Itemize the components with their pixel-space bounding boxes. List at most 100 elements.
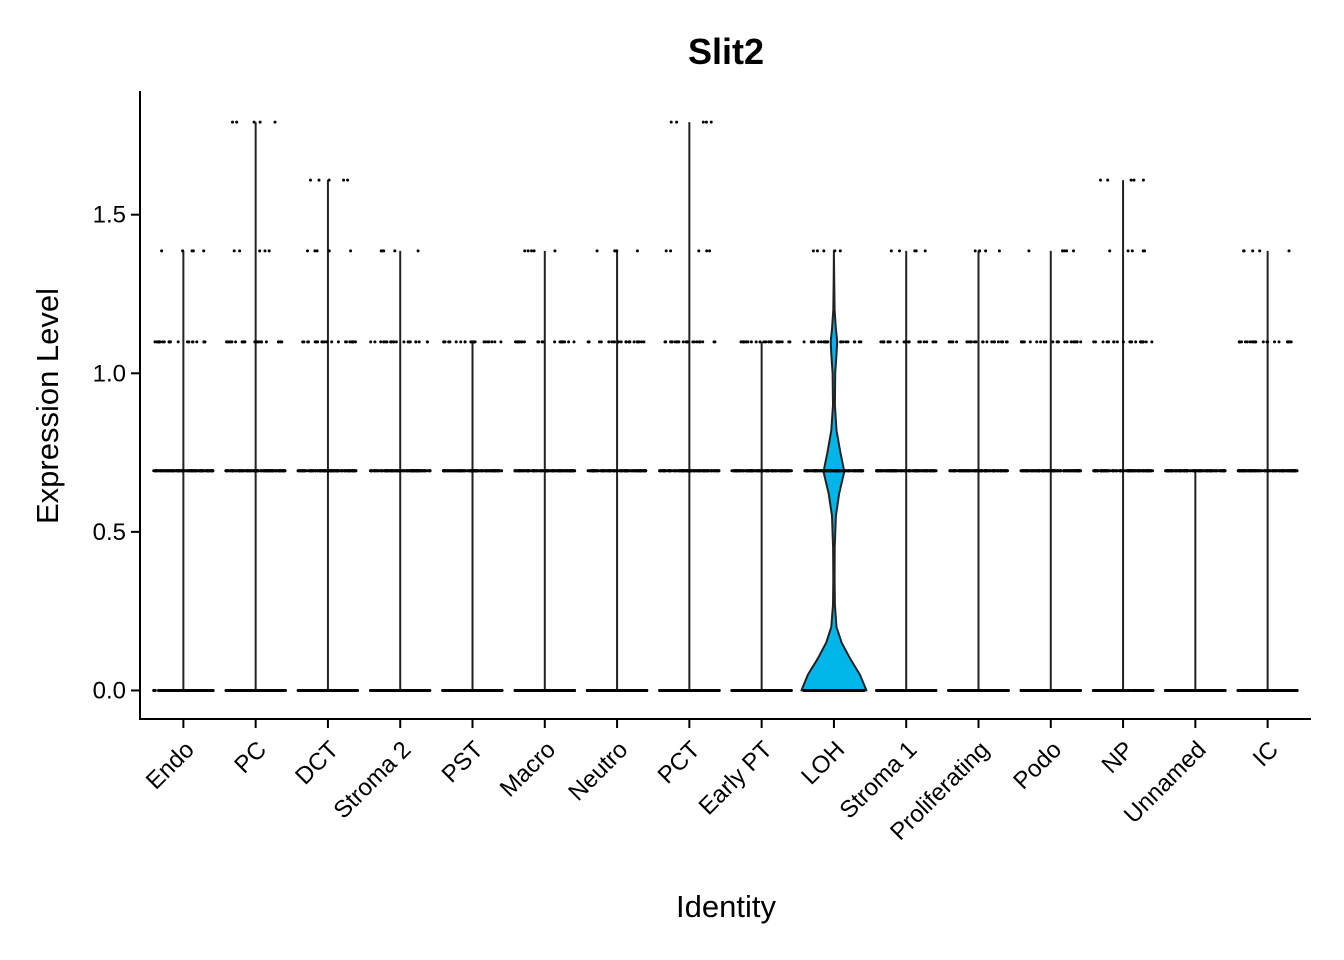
point: [375, 689, 379, 692]
point: [425, 340, 429, 344]
point: [255, 340, 259, 344]
point: [1020, 689, 1024, 692]
violin-endo: [152, 249, 215, 692]
point: [254, 469, 258, 473]
point: [232, 249, 236, 253]
point: [624, 340, 628, 344]
point: [160, 249, 164, 253]
point: [1063, 689, 1067, 692]
point: [258, 340, 261, 344]
point: [198, 469, 202, 473]
point: [959, 689, 963, 692]
point: [669, 249, 673, 253]
point: [243, 689, 247, 692]
point: [683, 689, 686, 692]
point: [642, 469, 646, 473]
point: [264, 340, 268, 344]
point: [1000, 340, 1003, 344]
point: [780, 340, 784, 344]
point: [573, 469, 577, 473]
point: [308, 469, 312, 473]
point: [669, 469, 672, 473]
point: [838, 249, 842, 253]
point: [253, 340, 257, 344]
point: [964, 469, 968, 473]
points-stroma-2: [368, 249, 432, 692]
point: [833, 689, 837, 692]
point: [907, 340, 911, 344]
point: [155, 469, 159, 473]
point: [347, 689, 351, 692]
point: [303, 469, 307, 473]
point: [1041, 689, 1045, 692]
point: [623, 469, 627, 473]
point: [449, 469, 453, 473]
point: [545, 689, 549, 692]
point: [598, 689, 602, 692]
point: [318, 689, 322, 692]
point: [497, 689, 501, 692]
point: [553, 249, 557, 253]
point: [385, 340, 389, 344]
point: [323, 469, 327, 473]
point: [769, 340, 773, 344]
point: [258, 249, 262, 253]
point: [279, 340, 283, 344]
point: [697, 249, 701, 253]
point: [471, 469, 475, 473]
point: [205, 689, 208, 692]
point: [859, 340, 863, 344]
point: [327, 249, 331, 253]
point: [586, 340, 590, 344]
point: [1004, 469, 1007, 473]
point: [613, 689, 617, 692]
point: [612, 340, 616, 344]
point: [741, 689, 745, 692]
point: [931, 689, 935, 692]
point: [541, 340, 545, 344]
point: [998, 689, 1002, 692]
point: [632, 340, 636, 344]
point: [975, 689, 978, 692]
point: [207, 469, 211, 473]
point: [627, 340, 631, 344]
point: [426, 689, 430, 692]
point: [923, 249, 927, 253]
point: [817, 689, 821, 692]
point: [839, 340, 843, 344]
point: [187, 469, 190, 473]
point: [836, 469, 840, 473]
point: [162, 340, 166, 344]
point: [617, 340, 620, 344]
point: [210, 689, 214, 692]
point: [687, 689, 691, 692]
point: [744, 340, 748, 344]
point: [633, 689, 637, 692]
point: [406, 340, 410, 344]
point: [462, 689, 465, 692]
point: [259, 469, 263, 473]
point: [702, 469, 706, 473]
point: [463, 340, 467, 344]
point: [738, 469, 741, 473]
point: [336, 689, 340, 692]
point: [844, 340, 848, 344]
point: [1068, 469, 1072, 473]
violin-loh: [800, 249, 868, 692]
point: [750, 469, 754, 473]
violin-dct: [296, 178, 360, 692]
point: [553, 340, 557, 344]
point: [609, 689, 613, 692]
point: [590, 469, 593, 473]
points-neutro: [585, 249, 649, 692]
point: [992, 469, 996, 473]
point: [527, 469, 531, 473]
point: [973, 249, 977, 253]
point: [636, 340, 640, 344]
point: [977, 469, 981, 473]
point: [1033, 689, 1037, 692]
point: [225, 689, 229, 692]
point: [567, 340, 571, 344]
point: [230, 469, 234, 473]
violin-proliferating: [947, 249, 1010, 692]
